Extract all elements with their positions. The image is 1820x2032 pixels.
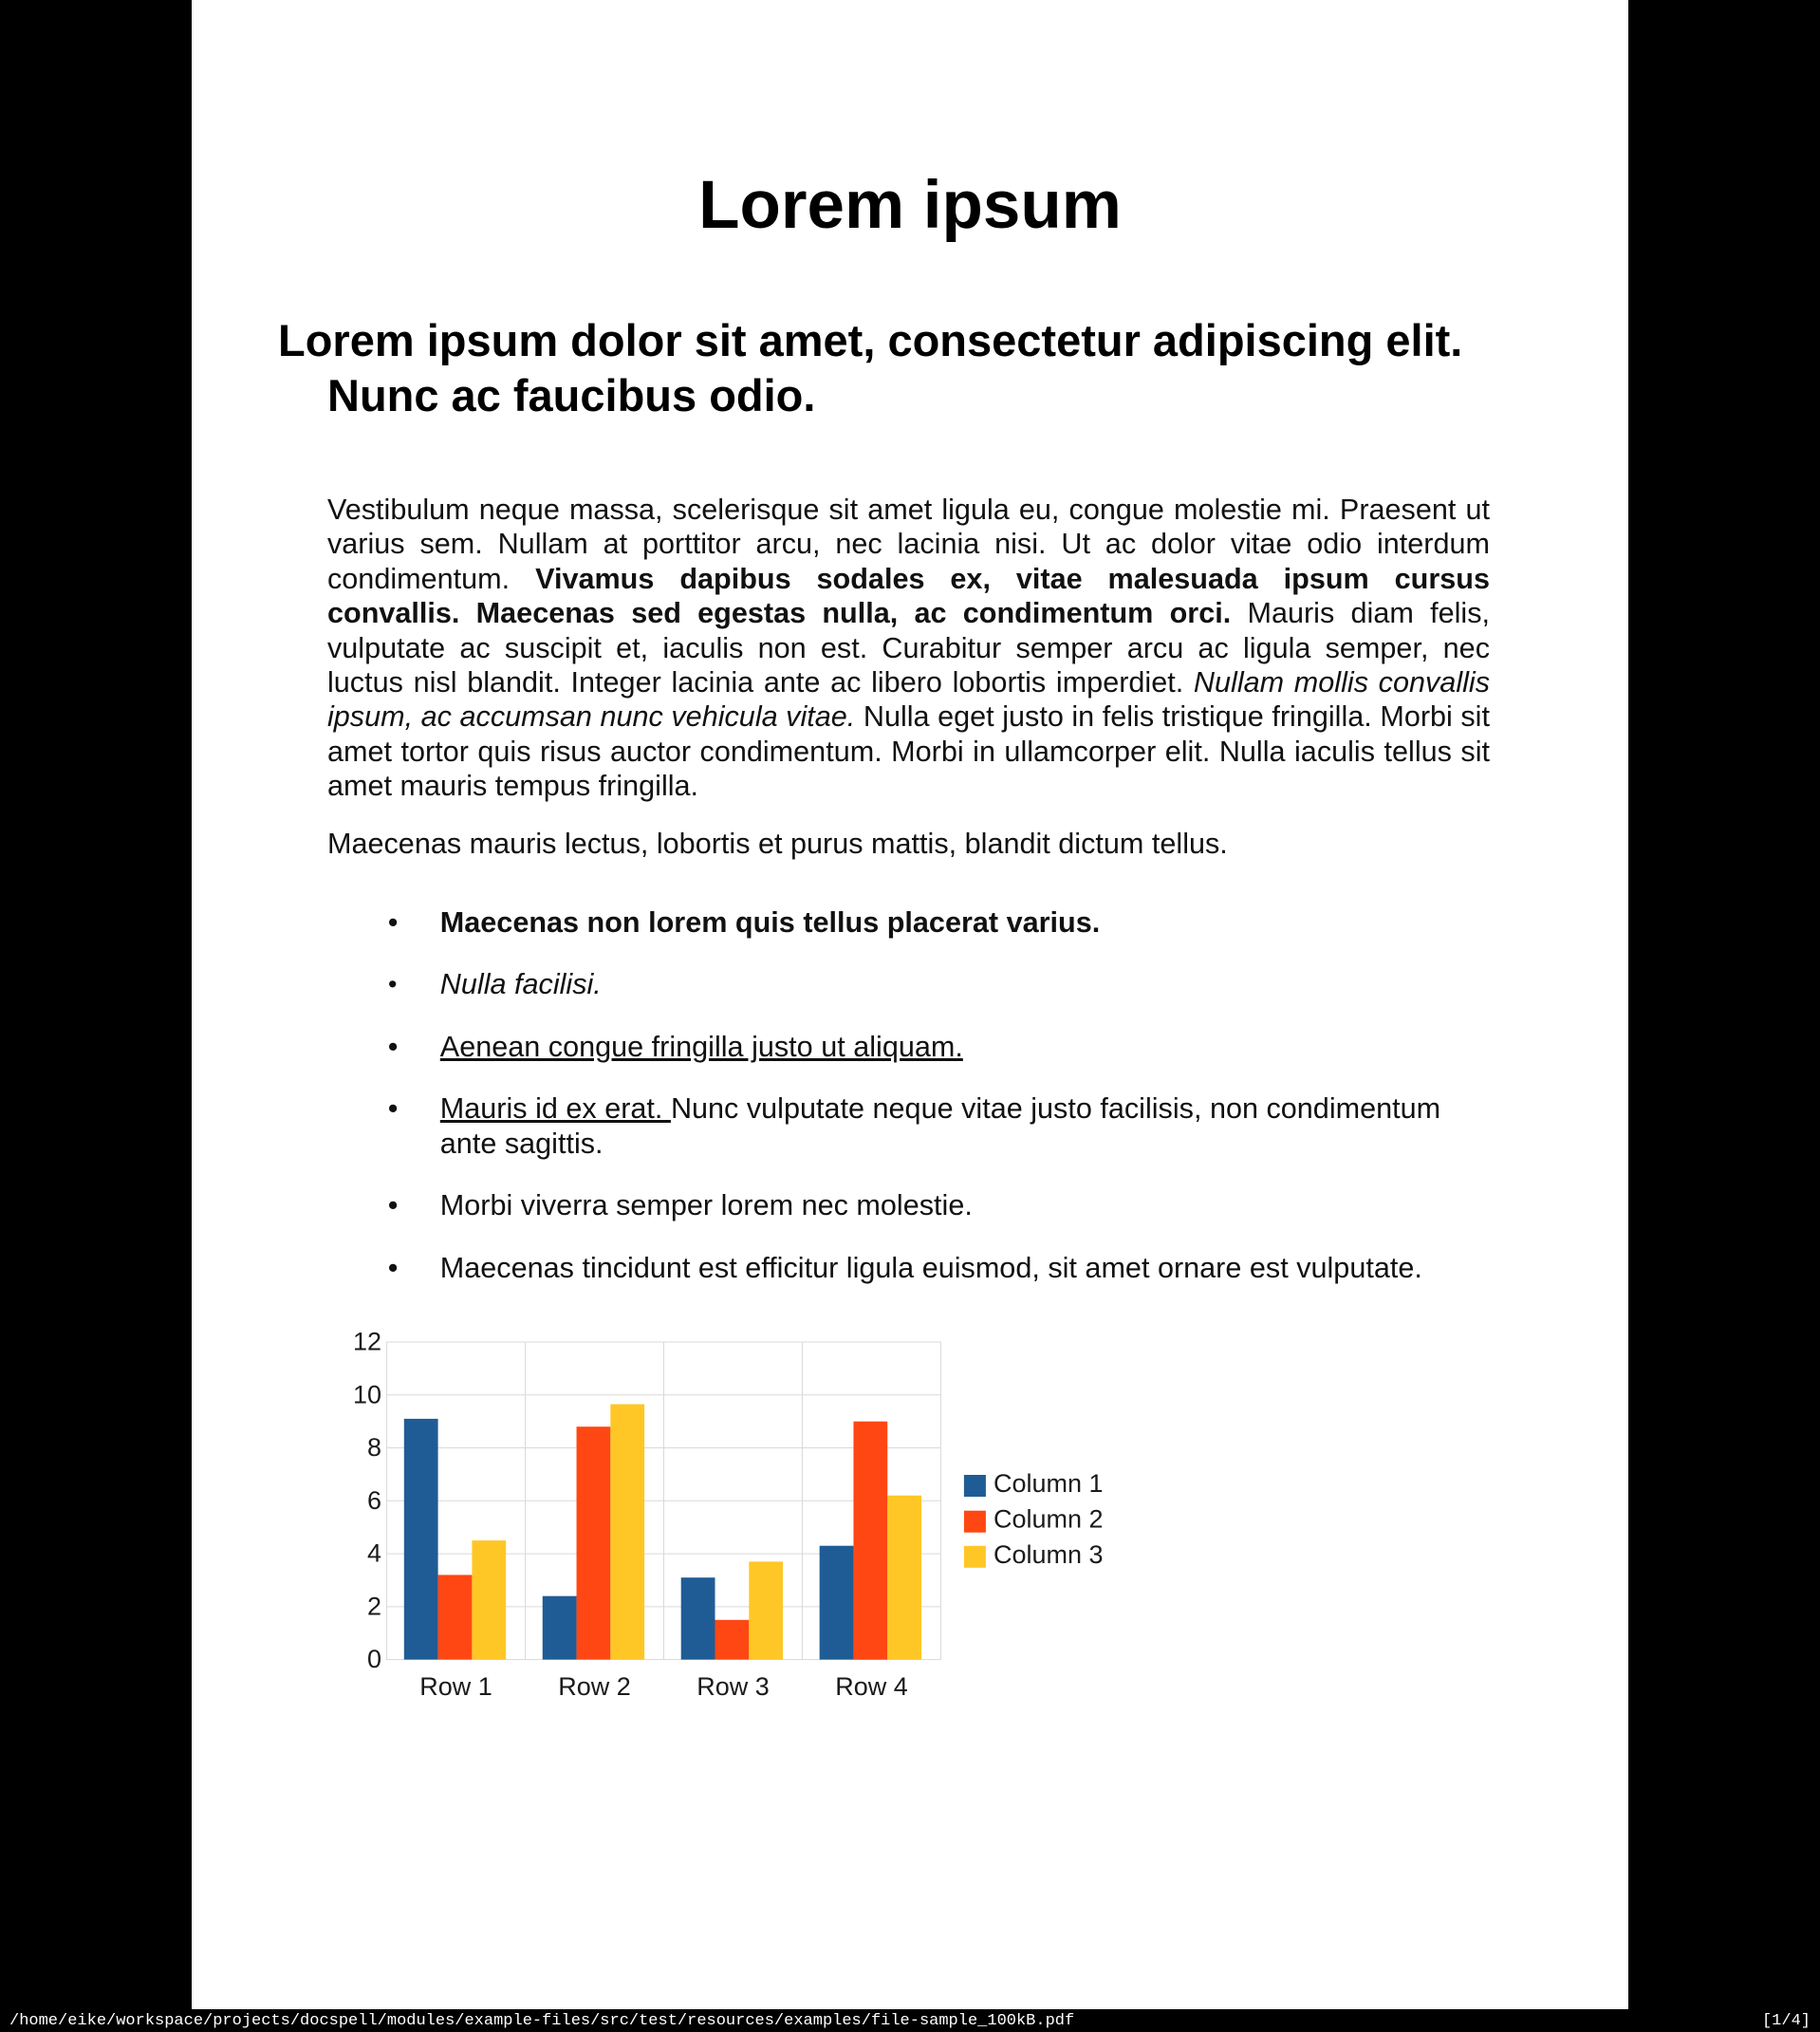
svg-text:0: 0 (367, 1645, 381, 1673)
svg-text:Row 1: Row 1 (419, 1672, 492, 1701)
svg-text:8: 8 (367, 1433, 381, 1462)
svg-text:4: 4 (367, 1539, 381, 1568)
svg-text:Row 4: Row 4 (835, 1672, 908, 1701)
svg-text:Column 1: Column 1 (994, 1469, 1104, 1498)
svg-text:Column 2: Column 2 (994, 1505, 1104, 1534)
svg-text:2: 2 (367, 1593, 381, 1621)
svg-text:Row 2: Row 2 (558, 1672, 631, 1701)
svg-text:12: 12 (353, 1328, 381, 1356)
svg-text:Column 3: Column 3 (994, 1540, 1104, 1569)
svg-text:6: 6 (367, 1486, 381, 1515)
svg-text:10: 10 (353, 1381, 381, 1409)
svg-text:Row 3: Row 3 (696, 1672, 770, 1701)
